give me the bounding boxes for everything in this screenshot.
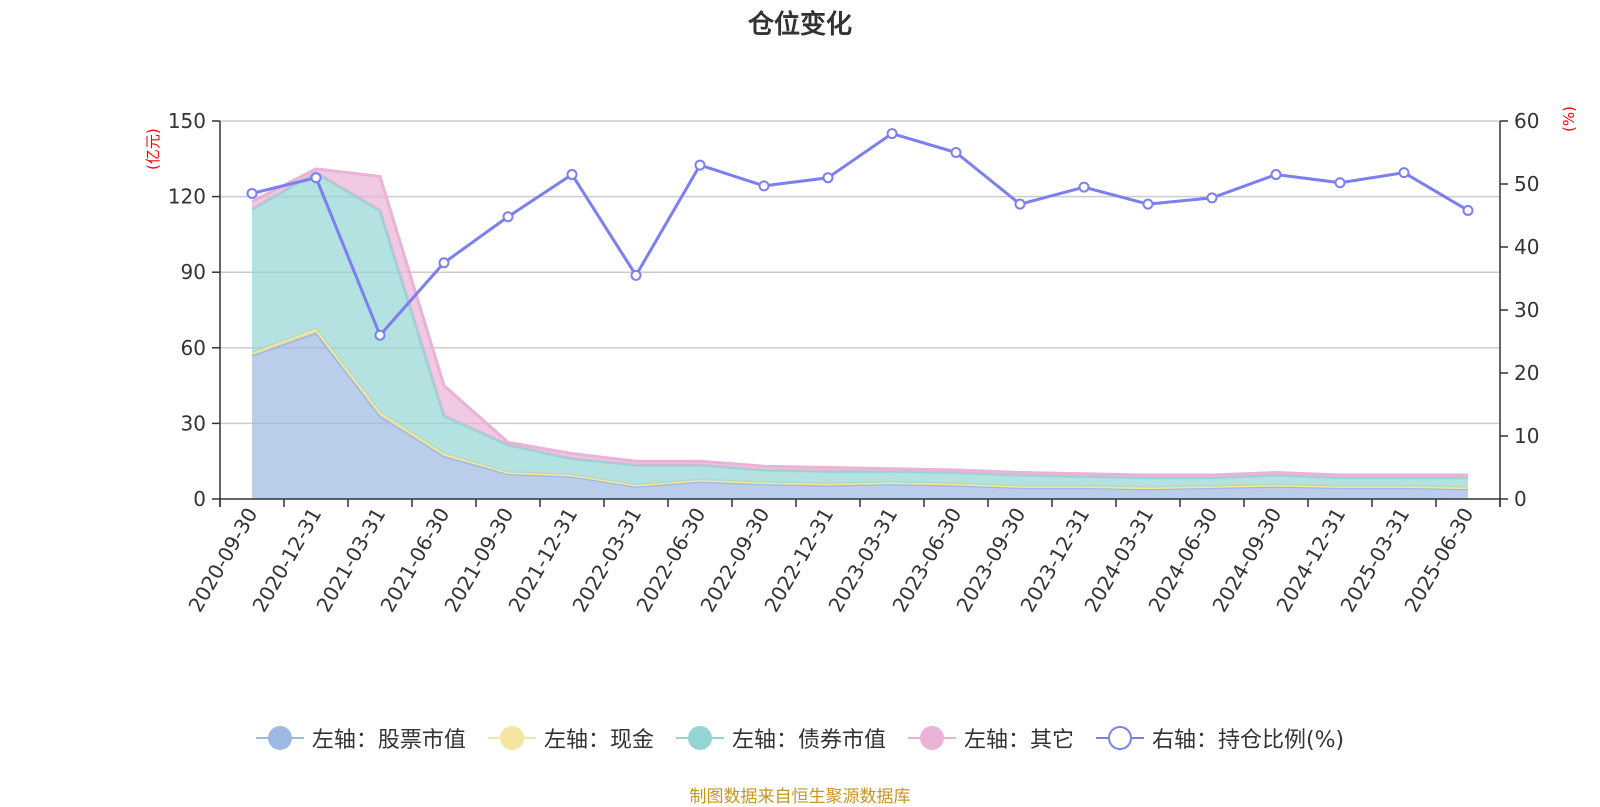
- line-point: [1270, 169, 1282, 181]
- left-tick-label: 30: [181, 411, 206, 435]
- legend-label: 左轴：现金: [543, 728, 654, 753]
- legend-swatch-dot: [1107, 726, 1132, 750]
- right-tick-label: 30: [1514, 298, 1539, 322]
- line-point: [374, 329, 386, 341]
- line-point: [502, 211, 514, 223]
- line-右轴：持仓比例(%): [251, 132, 1469, 337]
- line-point: [630, 269, 642, 281]
- left-tick-label: 60: [181, 336, 206, 360]
- right-tick-label: 50: [1514, 172, 1539, 196]
- legend: 左轴：股票市值 左轴：现金 左轴：债券市值 左轴：其它 右轴：持仓比例(%): [0, 722, 1600, 754]
- line-point: [1206, 192, 1218, 204]
- line-point: [758, 180, 770, 192]
- left-tick-label: 150: [168, 109, 206, 133]
- legend-item[interactable]: 左轴：股票市值: [255, 722, 466, 754]
- right-tick-label: 60: [1514, 109, 1539, 133]
- legend-swatch-dot: [687, 726, 712, 750]
- legend-swatch: [1095, 725, 1144, 751]
- area-左轴：股票市值: [252, 332, 1468, 499]
- line-point: [950, 147, 962, 158]
- legend-swatch-dot: [499, 726, 524, 750]
- legend-item[interactable]: 左轴：债券市值: [675, 722, 886, 754]
- area-左轴：债券市值: [252, 172, 1468, 488]
- line-point: [1014, 198, 1026, 210]
- line-point: [822, 172, 834, 184]
- right-tick-label: 10: [1514, 424, 1539, 448]
- legend-item[interactable]: 左轴：现金: [487, 722, 654, 754]
- line-point: [310, 172, 322, 184]
- plot-area: 030609012015001020304050602020-09-302020…: [168, 109, 1540, 616]
- line-point: [566, 169, 578, 181]
- legend-swatch: [907, 725, 956, 751]
- line-point: [246, 187, 258, 199]
- area-edge-左轴：其它: [251, 167, 1468, 477]
- line-point: [694, 159, 706, 171]
- right-tick-label: 20: [1514, 361, 1539, 385]
- line-point: [1462, 204, 1474, 216]
- line-point: [886, 128, 898, 140]
- legend-label: 右轴：持仓比例(%): [1151, 728, 1345, 753]
- legend-swatch-dot: [919, 726, 944, 750]
- legend-swatch: [255, 725, 304, 751]
- legend-swatch: [487, 725, 536, 751]
- line-point: [1078, 181, 1090, 193]
- right-tick-label: 0: [1514, 487, 1527, 511]
- legend-label: 左轴：其它: [963, 728, 1074, 753]
- legend-label: 左轴：股票市值: [311, 728, 466, 753]
- legend-item[interactable]: 左轴：其它: [907, 722, 1074, 754]
- legend-swatch-dot: [267, 726, 292, 750]
- left-tick-label: 120: [168, 185, 206, 209]
- legend-swatch: [675, 725, 724, 751]
- line-point: [1142, 198, 1154, 210]
- area-左轴：其它: [252, 168, 1468, 478]
- chart-title: 仓位变化: [747, 10, 852, 40]
- legend-item[interactable]: 右轴：持仓比例(%): [1095, 722, 1345, 754]
- left-tick-label: 90: [181, 260, 206, 284]
- legend-label: 左轴：债券市值: [731, 728, 886, 753]
- left-tick-label: 0: [193, 487, 206, 511]
- line-point: [438, 257, 450, 269]
- line-point: [1398, 167, 1410, 179]
- right-tick-label: 40: [1514, 235, 1539, 259]
- line-point: [1334, 177, 1346, 189]
- footer-source: 制图数据来自恒生聚源数据库: [689, 787, 911, 807]
